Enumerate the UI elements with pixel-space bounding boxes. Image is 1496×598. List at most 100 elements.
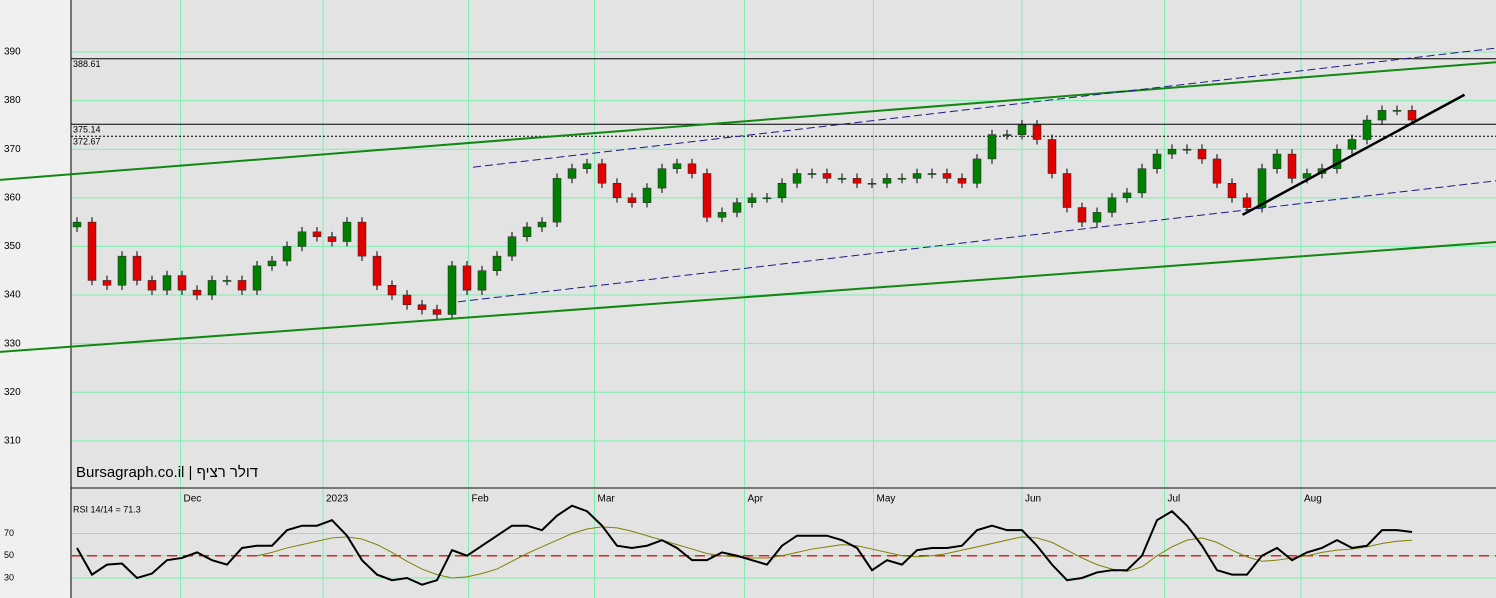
x-tick-label: Jul <box>1168 494 1181 505</box>
y-tick-label: 30 <box>4 572 14 582</box>
candle-body <box>1062 173 1072 208</box>
candle-body <box>462 265 472 291</box>
candle-body <box>987 134 997 160</box>
candle-body <box>387 285 397 296</box>
candle-body <box>177 275 187 291</box>
candle-body <box>252 265 262 291</box>
candle-body <box>417 304 427 310</box>
candle-body <box>717 212 727 218</box>
candle-body <box>927 173 937 175</box>
candle-body <box>1407 110 1417 121</box>
candle-body <box>267 260 277 267</box>
candle-body <box>747 197 757 203</box>
candle-body <box>432 309 442 315</box>
rsi-line <box>76 504 1413 586</box>
candle-body <box>297 231 307 247</box>
candle-body <box>957 178 967 184</box>
candle-body <box>867 182 877 185</box>
y-tick-label: 360 <box>4 192 21 203</box>
trend-line <box>0 61 1496 181</box>
x-tick-label: May <box>877 494 896 505</box>
trend-line <box>1241 93 1466 216</box>
candle-body <box>1227 182 1237 199</box>
y-tick-label: 50 <box>4 550 14 560</box>
candle-body <box>1077 207 1087 223</box>
y-tick-label: 390 <box>4 47 21 58</box>
y-tick-label: 310 <box>4 435 21 446</box>
candle-body <box>882 178 892 184</box>
candle-body <box>762 197 772 200</box>
y-tick-label: 350 <box>4 241 21 252</box>
candle-body <box>642 187 652 203</box>
candle-body <box>612 182 622 199</box>
candle-body <box>1257 168 1267 208</box>
candle-body <box>657 168 667 189</box>
rsi-panel <box>71 489 1496 598</box>
candle-body <box>207 280 217 296</box>
marks: 388.61 375.14 372.67 <box>0 47 1496 586</box>
candle-body <box>117 255 127 286</box>
candle-body <box>732 202 742 213</box>
trend-line <box>0 241 1496 353</box>
level-label: 372.67 <box>73 137 101 147</box>
candle-body <box>1272 153 1282 169</box>
candle-body <box>972 158 982 184</box>
candle-body <box>942 173 952 179</box>
candle-body <box>222 280 232 282</box>
candle-body <box>1392 110 1402 112</box>
candle-body <box>1092 212 1102 223</box>
candle-body <box>1332 148 1342 169</box>
x-tick-label: Jun <box>1025 494 1041 505</box>
candle-body <box>912 173 922 179</box>
candle-body <box>582 163 592 169</box>
candle-body <box>72 221 82 228</box>
rsi-line <box>256 526 1413 579</box>
candle-body <box>1347 139 1357 150</box>
candle-body <box>357 221 367 257</box>
x-tick-label: Dec <box>184 494 202 505</box>
candle-body <box>597 163 607 184</box>
y-tick-label: 340 <box>4 290 21 301</box>
y-tick-label: 370 <box>4 144 21 155</box>
x-tick-label: 2023 <box>326 494 349 505</box>
candle-body <box>1122 192 1132 199</box>
candle-body <box>897 178 907 180</box>
candle-body <box>687 163 697 174</box>
y-tick-label: 320 <box>4 387 21 398</box>
candle-body <box>807 173 817 175</box>
candle-body <box>1197 148 1207 160</box>
x-tick-label: Apr <box>748 494 764 505</box>
candle-body <box>87 221 97 281</box>
trend-line <box>457 180 1496 303</box>
y-tick-label: 330 <box>4 338 21 349</box>
price-panel <box>71 0 1496 487</box>
candle-body <box>672 163 682 169</box>
x-tick-label: Feb <box>472 494 490 505</box>
candle-body <box>192 289 202 296</box>
candle-body <box>147 280 157 291</box>
rsi-title: RSI 14/14 = 71.3 <box>73 504 141 514</box>
candle-body <box>1377 110 1387 121</box>
candle-body <box>1152 153 1162 169</box>
candle-body <box>1242 197 1252 208</box>
x-tick-label: Aug <box>1304 494 1322 505</box>
candle-body <box>507 236 517 257</box>
candle-body <box>477 270 487 291</box>
candle-body <box>837 178 847 180</box>
candle-body <box>282 246 292 262</box>
candle-body <box>1032 124 1042 140</box>
candle-body <box>1107 197 1117 213</box>
candle-body <box>342 221 352 242</box>
candle-body <box>1167 148 1177 155</box>
candle-body <box>852 178 862 184</box>
candle-body <box>132 255 142 281</box>
candle-body <box>1047 139 1057 174</box>
candle-body <box>447 265 457 315</box>
candle-body <box>822 173 832 179</box>
candle-body <box>1182 148 1192 151</box>
candle-body <box>1362 119 1372 140</box>
candle-body <box>1212 158 1222 184</box>
candle-body <box>1002 134 1012 136</box>
